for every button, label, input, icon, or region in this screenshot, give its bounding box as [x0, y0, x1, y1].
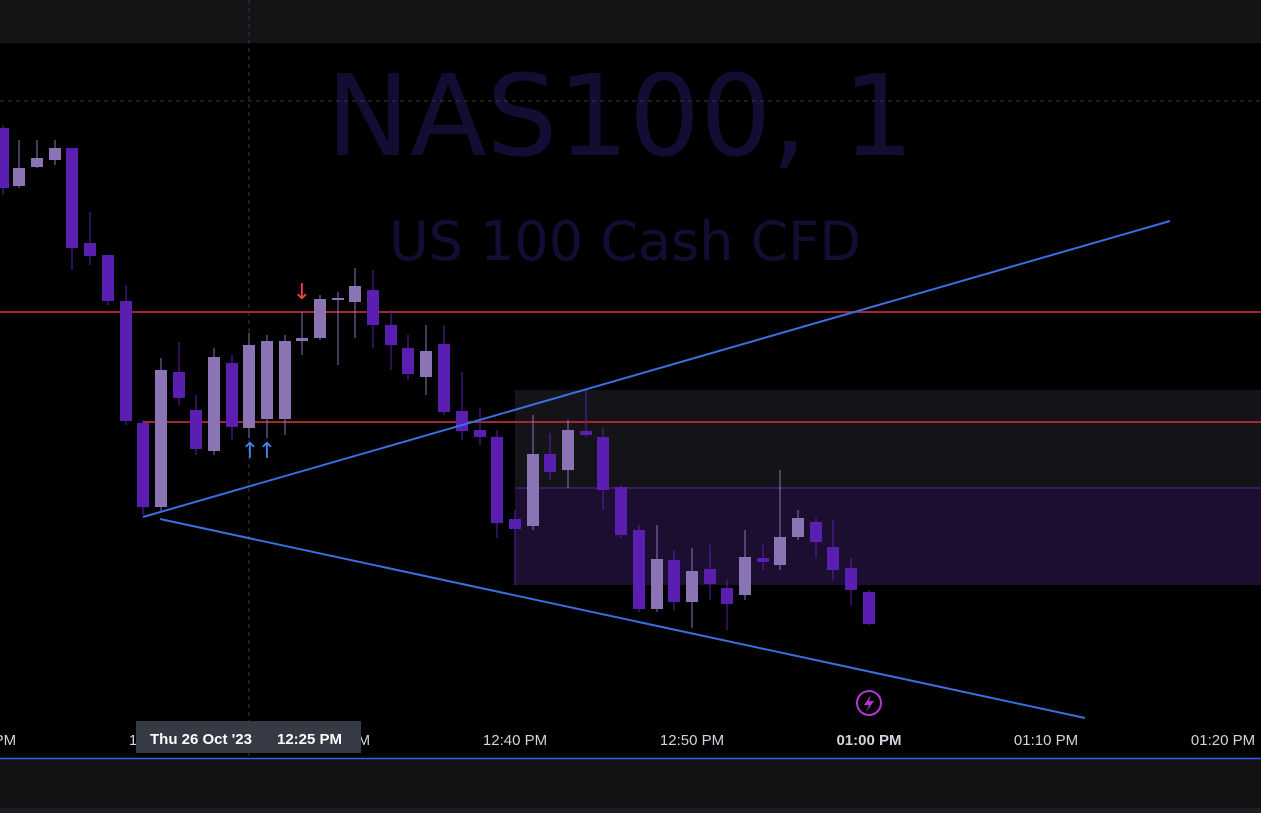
candle-body: [49, 148, 61, 160]
candle-body: [562, 430, 574, 470]
watermark-description: US 100 Cash CFD: [389, 210, 861, 273]
candle-body: [757, 558, 769, 562]
candle-body: [155, 370, 167, 507]
bottom-panel: [0, 758, 1261, 808]
candle-body: [367, 290, 379, 325]
candle-body: [296, 338, 308, 341]
candle-body: [13, 168, 25, 186]
candle-body: [704, 569, 716, 584]
candle-body: [863, 592, 875, 624]
event-icon[interactable]: [856, 690, 882, 716]
crosshair-date: Thu 26 Oct '23: [150, 731, 252, 748]
candle-body: [332, 298, 344, 300]
candle-body: [597, 437, 609, 490]
candle-body: [774, 537, 786, 565]
top-bar: [0, 0, 1261, 43]
candles: [0, 125, 875, 630]
candle-body: [491, 437, 503, 523]
crosshair-tooltip: [136, 721, 361, 753]
candle-body: [314, 299, 326, 338]
bottom-strip: [0, 808, 1261, 813]
candle-body: [668, 560, 680, 602]
time-label: 01:20 PM: [1191, 732, 1255, 749]
candle-body: [173, 372, 185, 398]
candle-body: [349, 286, 361, 302]
candle-body: [651, 559, 663, 609]
sell-arrow: ↓: [293, 280, 311, 305]
candle-body: [120, 301, 132, 421]
candle-body: [0, 128, 9, 188]
candle-body: [31, 158, 43, 167]
candle-body: [438, 344, 450, 412]
candle-body: [792, 518, 804, 537]
time-label: 12:10 PM: [0, 732, 16, 749]
trend-line: [159, 518, 1086, 719]
event-icon-bolt: [864, 695, 874, 712]
buy-arrow: ↑: [258, 439, 276, 464]
candle-body: [190, 410, 202, 449]
candle-body: [66, 148, 78, 248]
candle-body: [279, 341, 291, 419]
candle-body: [474, 430, 486, 437]
candle-body: [226, 363, 238, 427]
candle-body: [420, 351, 432, 377]
candle-body: [527, 454, 539, 526]
candle-body: [137, 423, 149, 507]
candle-body: [739, 557, 751, 595]
candle-body: [845, 568, 857, 590]
time-label: 01:00 PM: [836, 732, 901, 749]
candle-body: [402, 348, 414, 374]
candle-body: [261, 341, 273, 419]
candle-body: [509, 519, 521, 529]
candle-body: [84, 243, 96, 256]
time-label: 01:10 PM: [1014, 732, 1078, 749]
watermark-symbol: NAS100, 1: [326, 52, 914, 182]
trend-line: [142, 220, 1171, 518]
candle-body: [385, 325, 397, 345]
candle-body: [810, 522, 822, 542]
buy-arrow: ↑: [241, 439, 259, 464]
time-label: 12:40 PM: [483, 732, 547, 749]
candle-body: [615, 487, 627, 535]
candle-body: [102, 255, 114, 301]
time-label: 12:50 PM: [660, 732, 724, 749]
candle-body: [208, 357, 220, 451]
candle-body: [633, 530, 645, 609]
candle-body: [580, 431, 592, 435]
candle-body: [456, 411, 468, 431]
candle-body: [721, 588, 733, 604]
candle-body: [686, 571, 698, 602]
crosshair-time: 12:25 PM: [277, 731, 342, 748]
candle-body: [827, 547, 839, 570]
candle-body: [243, 345, 255, 428]
zone-grey: [515, 390, 1261, 488]
candle-body: [544, 454, 556, 472]
